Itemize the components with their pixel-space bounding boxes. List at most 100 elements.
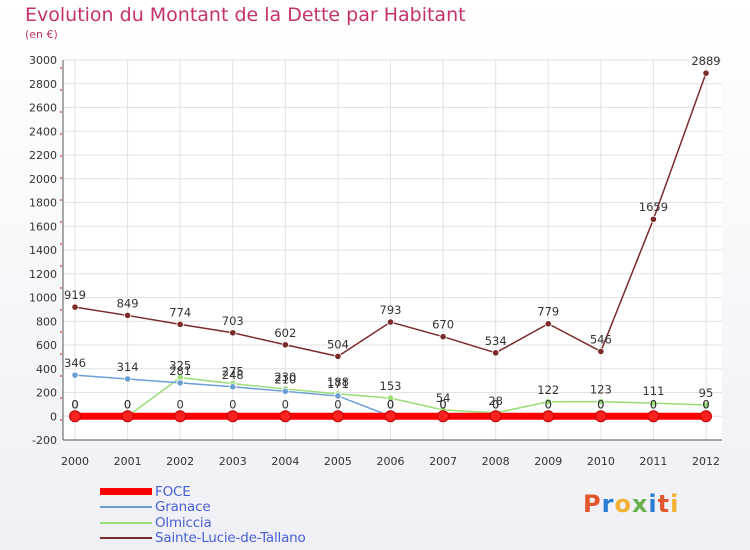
legend-label: Sainte-Lucie-de-Tallano [155, 530, 306, 547]
data-label: 0 [387, 397, 394, 411]
data-point [647, 410, 660, 423]
x-tick-label: 2011 [639, 455, 667, 468]
data-point [281, 387, 289, 395]
data-point [544, 398, 552, 406]
data-point [334, 392, 342, 400]
legend-item: FOCE [100, 484, 306, 500]
data-label: 0 [177, 397, 184, 411]
data-label: 0 [71, 397, 78, 411]
legend-item: Granace [100, 499, 306, 516]
data-label: 0 [439, 397, 446, 411]
x-tick-label: 2003 [219, 455, 247, 468]
data-point [384, 410, 397, 423]
data-label: 0 [597, 397, 604, 411]
legend-label: Granace [155, 499, 211, 516]
proxiti-logo: Proxiti [583, 490, 680, 518]
y-tick-label: 1400 [29, 244, 57, 257]
data-label: 111 [642, 384, 664, 398]
legend-label: FOCE [155, 483, 191, 500]
y-tick-label: 2000 [29, 173, 57, 186]
y-tick-label: 2200 [29, 149, 57, 162]
x-tick-label: 2001 [114, 455, 142, 468]
data-point [69, 410, 81, 423]
data-point [229, 383, 237, 391]
y-tick-label: 1800 [29, 197, 57, 210]
y-tick-label: 800 [36, 315, 57, 328]
data-label: 210 [274, 372, 296, 386]
data-point [123, 311, 132, 320]
data-label: 325 [169, 359, 191, 373]
data-label: 0 [229, 397, 236, 411]
y-tick-label: 200 [36, 387, 57, 400]
data-point [437, 410, 450, 423]
y-tick-label: 600 [36, 339, 57, 352]
data-point [702, 69, 710, 77]
data-label: 602 [274, 326, 296, 340]
data-label: 703 [222, 314, 244, 328]
y-tick-label: 3000 [29, 54, 57, 67]
x-tick-label: 2007 [429, 455, 457, 468]
data-label: 248 [222, 368, 244, 382]
x-tick-label: 2009 [534, 455, 562, 468]
data-label: 0 [650, 397, 657, 411]
data-label: 314 [117, 360, 139, 374]
data-label: 171 [327, 377, 349, 391]
data-point [123, 375, 132, 383]
data-point [279, 410, 292, 423]
data-label: 0 [545, 397, 552, 411]
data-point [700, 410, 712, 423]
x-tick-label: 2006 [377, 455, 405, 468]
data-point [386, 394, 395, 402]
y-tick-label: 1600 [29, 220, 57, 233]
data-point [489, 410, 502, 423]
data-label: 0 [702, 397, 709, 411]
y-tick-label: 0 [50, 410, 57, 423]
data-point [229, 329, 237, 337]
data-point [176, 379, 184, 387]
y-tick-label: 1200 [29, 268, 57, 281]
y-tick-label: -200 [32, 434, 57, 447]
legend-swatch [100, 537, 152, 540]
data-label: 919 [64, 288, 86, 302]
y-tick-label: 2600 [29, 102, 57, 115]
data-point [649, 215, 658, 223]
data-label: 0 [702, 397, 709, 411]
chart-title: Evolution du Montant de la Dette par Hab… [25, 4, 466, 26]
data-point [492, 349, 500, 357]
data-label: 275 [222, 365, 244, 379]
x-tick-label: 2012 [692, 455, 720, 468]
data-label: 0 [545, 397, 552, 411]
x-tick-label: 2000 [61, 455, 89, 468]
data-label: 1659 [639, 200, 668, 214]
data-label: 0 [124, 397, 131, 411]
x-tick-label: 2010 [587, 455, 615, 468]
data-point [71, 303, 79, 311]
data-label: 2889 [691, 54, 720, 68]
data-point [649, 399, 658, 407]
data-label: 0 [650, 397, 657, 411]
data-label: 0 [387, 397, 394, 411]
data-label: 849 [117, 296, 139, 310]
data-label: 670 [432, 318, 454, 332]
data-point [702, 401, 710, 409]
data-label: 534 [485, 334, 507, 348]
data-label: 281 [169, 364, 191, 378]
legend-swatch [100, 488, 152, 496]
data-label: 0 [334, 397, 341, 411]
data-label: 0 [492, 397, 499, 411]
data-point [174, 410, 187, 423]
data-label: 122 [537, 383, 559, 397]
data-point [334, 352, 342, 360]
legend-label: Olmiccia [155, 514, 212, 531]
legend-item: Olmiccia [100, 515, 306, 531]
data-point [594, 410, 607, 423]
data-point [226, 410, 239, 423]
data-label: 0 [439, 397, 446, 411]
x-tick-label: 2008 [482, 455, 510, 468]
data-label: 153 [380, 379, 402, 393]
data-point [597, 398, 605, 406]
data-label: 0 [597, 397, 604, 411]
data-label: 28 [488, 394, 503, 408]
x-tick-label: 2002 [166, 455, 194, 468]
